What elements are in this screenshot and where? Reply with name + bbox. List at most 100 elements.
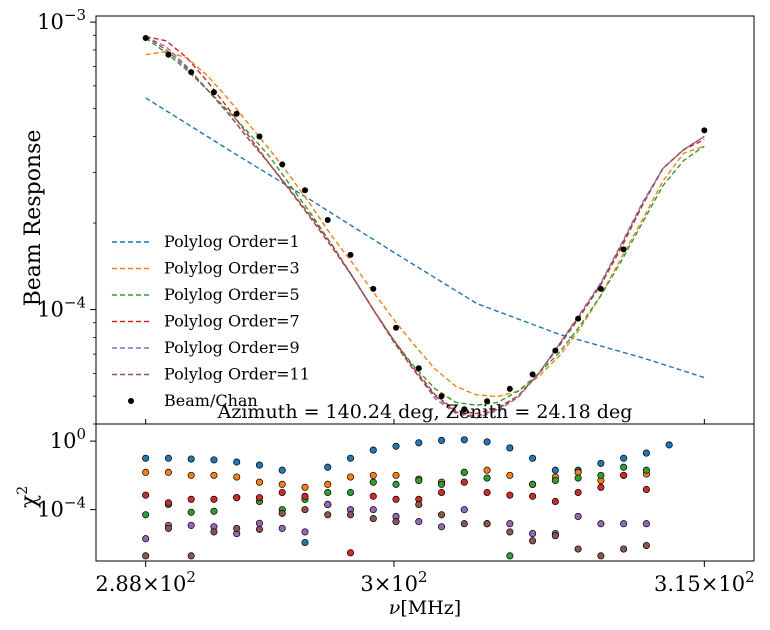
beam-point [597, 285, 604, 292]
chi-point-order-9 [620, 520, 628, 528]
chi-point-order-9 [597, 520, 605, 528]
fit-lines [145, 35, 705, 419]
chi-point-order-1 [620, 454, 628, 462]
legend-entry-2: Polylog Order=5 [112, 285, 300, 304]
chi-point-order-7 [187, 495, 195, 503]
legend-label-5: Polylog Order=11 [164, 365, 310, 384]
beam-point [506, 385, 513, 392]
top-y-ticks: 10−3 10−4 [37, 6, 96, 425]
chi-point-order-7 [233, 494, 241, 502]
beam-point [620, 246, 627, 253]
top-y-tick-label-0: 10−3 [37, 6, 86, 34]
chi-point-order-5 [460, 468, 468, 476]
chi-point-order-3 [346, 473, 355, 481]
legend-label-0: Polylog Order=1 [164, 232, 300, 251]
chi-point-order-3 [187, 471, 195, 479]
chi-point-order-1 [460, 436, 468, 444]
chi-point-order-7 [620, 471, 628, 479]
chi-point-order-3 [164, 468, 172, 476]
chi-point-order-9 [324, 500, 332, 509]
chi-point-order-1 [142, 454, 150, 462]
bottom-y-tick-label-1: 10−4 [37, 494, 86, 522]
beam-point [324, 216, 331, 223]
beam-point [415, 365, 422, 372]
chi-point-order-5 [529, 480, 537, 488]
chi-point-order-11 [255, 525, 264, 533]
chi-point-order-1 [415, 439, 423, 447]
chi-symbol: χ [17, 495, 42, 508]
chi-point-order-5 [392, 480, 400, 488]
chi-point-order-1 [529, 454, 537, 462]
chi-point-order-7 [164, 499, 172, 507]
chi-point-order-3 [278, 480, 286, 488]
chi-point-order-5 [187, 508, 195, 516]
legend-swatch-beam [128, 398, 134, 404]
chi-point-order-3 [369, 471, 377, 479]
beam-point [188, 69, 195, 76]
chi-point-order-3 [142, 468, 150, 476]
fit-line-order-7 [145, 35, 705, 415]
legend: Polylog Order=1 Polylog Order=3 Polylog Or… [112, 232, 310, 410]
chi-point-order-11 [642, 541, 650, 550]
chi-point-order-11 [438, 511, 446, 519]
chi-point-order-11 [551, 532, 559, 540]
chi-point-order-7 [301, 492, 309, 500]
chi-point-order-7 [574, 488, 582, 497]
chi-point-order-1 [665, 441, 673, 449]
chi-point-order-5 [574, 474, 582, 482]
chi-point-order-11 [460, 520, 468, 528]
chi-point-order-1 [324, 463, 332, 471]
x-axis-unit: [MHz] [400, 597, 461, 619]
beam-point [279, 161, 286, 168]
chi-point-order-7 [346, 549, 355, 557]
chi-point-order-1 [255, 461, 264, 469]
chi-point-order-9 [301, 528, 309, 536]
chi-point-order-5 [506, 552, 514, 560]
chi-point-order-5 [551, 476, 559, 485]
chi-point-order-9 [255, 519, 264, 527]
chi-point-order-7 [210, 495, 218, 503]
legend-entry-1: Polylog Order=3 [112, 259, 300, 278]
bottom-y-tick-label-0: 100 [50, 425, 86, 453]
chi-point-order-11 [142, 552, 150, 560]
chi-exponent: 2 [15, 486, 31, 495]
chi-point-order-9 [415, 518, 423, 526]
beam-point [347, 251, 354, 258]
chi-point-order-7 [369, 492, 377, 500]
legend-entry-6: Beam/Chan [128, 391, 258, 410]
chi-point-order-5 [324, 488, 332, 497]
chi-point-order-11 [574, 545, 582, 553]
fit-line-order-5 [145, 37, 705, 406]
x-axis-symbol: ν [389, 597, 401, 619]
chi-point-order-7 [460, 478, 468, 486]
chi-point-order-9 [187, 521, 195, 529]
fit-line-order-3 [145, 50, 705, 398]
beam-point [233, 110, 240, 117]
x-tick-label-0: 2.88×102 [95, 568, 196, 596]
chi-point-order-11 [415, 500, 423, 509]
chi-point-order-7 [597, 483, 605, 491]
beam-point [142, 35, 149, 42]
chi-point-order-7 [642, 485, 650, 494]
chi-point-order-5 [210, 507, 218, 515]
chi-point-order-9 [278, 524, 286, 532]
chi-point-order-7 [551, 497, 559, 506]
chi-point-order-1 [506, 444, 514, 452]
chi-point-order-7 [142, 491, 150, 499]
chi-point-order-11 [369, 515, 377, 523]
beam-point [370, 285, 377, 292]
chi-point-order-1 [187, 455, 195, 463]
chi-point-order-11 [210, 528, 218, 536]
legend-entry-5: Polylog Order=11 [112, 365, 310, 384]
x-ticks: 2.88×102 3×102 3.15×102 [95, 419, 755, 596]
beam-point [529, 371, 536, 378]
legend-label-3: Polylog Order=7 [164, 312, 300, 331]
chi-point-order-1 [346, 454, 355, 462]
chi-point-order-5 [483, 474, 491, 482]
chi-point-order-9 [142, 535, 150, 543]
chi-point-order-11 [529, 537, 537, 545]
chi-point-order-1 [210, 456, 218, 464]
chi-point-order-9 [529, 530, 537, 538]
chi-point-order-5 [642, 466, 650, 474]
chi-point-order-1 [301, 538, 309, 547]
